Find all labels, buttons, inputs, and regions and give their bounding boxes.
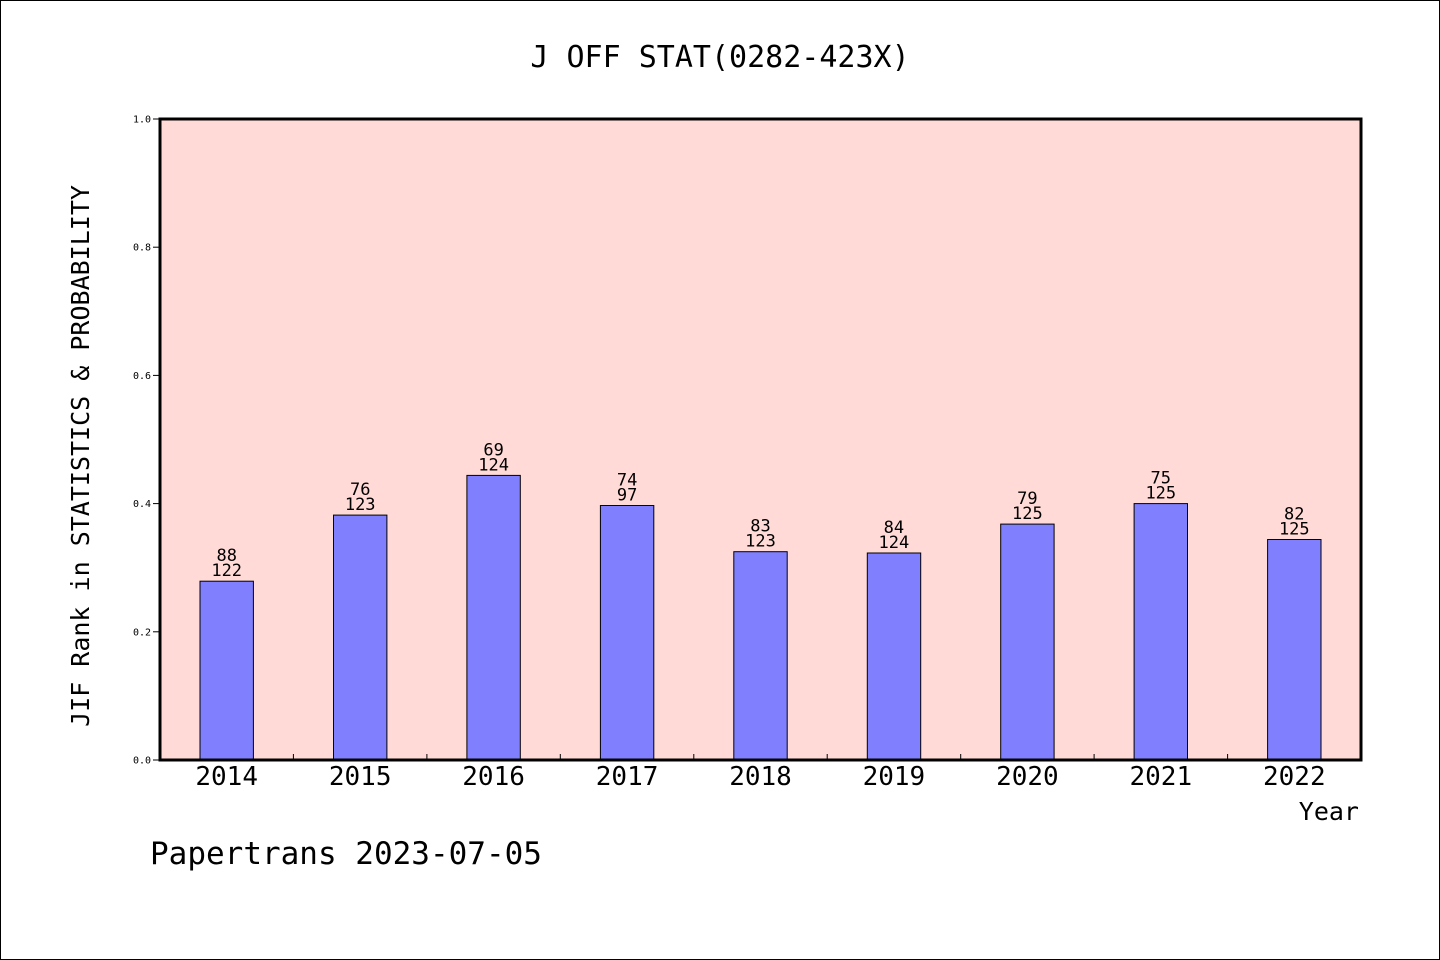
bar-total-label-2020: 125 bbox=[1012, 504, 1043, 524]
bar-rank-label-2020: 79 bbox=[1017, 489, 1037, 509]
chart-title: J OFF STAT(0282-423X) bbox=[530, 40, 909, 75]
bar-rank-label-2019: 84 bbox=[884, 518, 904, 538]
x-axis-label: Year bbox=[1299, 797, 1359, 826]
y-axis-label: JIF Rank in STATISTICS & PROBABILITY bbox=[66, 185, 95, 727]
bar-rank-label-2016: 69 bbox=[483, 440, 503, 460]
bar-rank-label-2017: 74 bbox=[617, 471, 637, 491]
bar-rank-label-2022: 82 bbox=[1284, 505, 1304, 525]
bar-rank-label-2014: 88 bbox=[216, 546, 236, 566]
x-tick-label-2019: 2019 bbox=[863, 762, 926, 792]
bar-2015 bbox=[333, 514, 388, 761]
bar-2014 bbox=[199, 580, 254, 761]
footer-credit: Papertrans 2023-07-05 bbox=[150, 836, 542, 872]
y-tick-label: 0.8 bbox=[133, 243, 151, 254]
bar-2016 bbox=[466, 474, 521, 761]
x-tick-label-2014: 2014 bbox=[195, 762, 258, 792]
bar-2019 bbox=[866, 552, 922, 761]
bar-labels-group: 8812276123691247497831238412479125751258… bbox=[211, 440, 1309, 581]
bar-2020 bbox=[1000, 523, 1055, 761]
y-tick-label: 0.4 bbox=[133, 499, 151, 510]
bar-2017 bbox=[599, 505, 655, 761]
bar-rank-label-2015: 76 bbox=[350, 480, 370, 500]
bar-total-label-2022: 125 bbox=[1279, 520, 1310, 540]
bar-rank-label-2018: 83 bbox=[750, 517, 770, 537]
bar-2022 bbox=[1267, 539, 1322, 761]
y-tick-label: 0.2 bbox=[133, 627, 151, 638]
y-tick-label: 0.6 bbox=[133, 371, 151, 382]
bar-total-label-2016: 124 bbox=[478, 455, 509, 475]
bar-total-label-2018: 123 bbox=[745, 532, 776, 552]
bar-total-label-2014: 122 bbox=[211, 561, 242, 581]
x-tick-label-2017: 2017 bbox=[596, 762, 659, 792]
plot-border bbox=[158, 117, 1363, 762]
y-tick-label: 1.0 bbox=[133, 115, 151, 126]
bar-rank-label-2021: 75 bbox=[1151, 469, 1171, 489]
bar-total-label-2019: 124 bbox=[879, 533, 910, 553]
bars-group bbox=[199, 474, 1322, 761]
x-tick-label-2015: 2015 bbox=[329, 762, 392, 792]
x-tick-label-2020: 2020 bbox=[996, 762, 1059, 792]
x-tick-label-2016: 2016 bbox=[462, 762, 525, 792]
x-tick-label-2022: 2022 bbox=[1263, 762, 1326, 792]
bar-total-label-2015: 123 bbox=[345, 495, 376, 515]
bar-2021 bbox=[1133, 503, 1188, 761]
bar-total-label-2017: 97 bbox=[617, 486, 637, 506]
bar-2018 bbox=[733, 551, 788, 761]
y-axis: 0.0 0.2 0.4 0.6 0.8 1.0 bbox=[133, 115, 160, 767]
x-axis: 2014 2015 2016 2017 2018 2019 2020 2021 2022 bbox=[195, 754, 1326, 792]
y-tick-label: 0.0 bbox=[133, 756, 151, 767]
bar-total-label-2021: 125 bbox=[1145, 484, 1176, 504]
x-tick-label-2021: 2021 bbox=[1129, 762, 1192, 792]
x-tick-label-2018: 2018 bbox=[729, 762, 792, 792]
